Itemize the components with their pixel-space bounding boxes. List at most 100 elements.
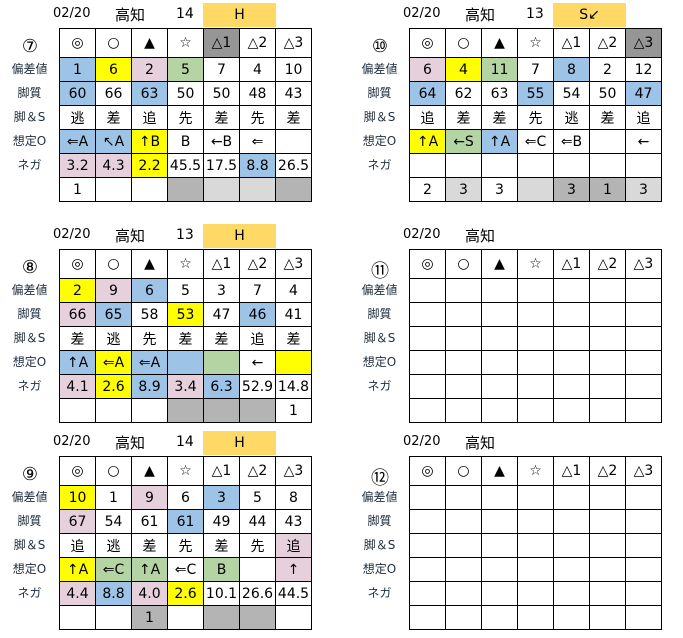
mark-cell: ☆ [167, 28, 204, 58]
expected-odds-cell [589, 581, 626, 606]
horse-number-cell: 2 [59, 278, 96, 303]
mark-cell: ◎ [409, 28, 446, 58]
deviation-cell: 67 [59, 509, 96, 534]
leg-speed-cell [409, 557, 446, 582]
race-header: 02/20 高知 14 H [0, 0, 320, 28]
leg-speed-cell [275, 350, 312, 375]
horse-number-cell: 10 [59, 485, 96, 510]
deviation-row [409, 509, 662, 534]
mark-cell: ○ [445, 456, 482, 486]
running-style-cell [553, 533, 590, 558]
race-venue: 高知 [115, 227, 146, 245]
leg-speed-cell [409, 350, 446, 375]
running-style-cell [445, 533, 482, 558]
marks-row: ◎ ○ ▲ ☆ △1 △2 △3 [59, 28, 312, 58]
mark-cell: ◎ [59, 249, 96, 279]
deviation-cell: 55 [517, 81, 554, 106]
runner-count: 13 [176, 227, 194, 243]
expected-odds-row [409, 153, 662, 178]
leg-speed-row: ↑A ⇐A ⇐A ← [59, 350, 312, 375]
running-style-cell [481, 533, 518, 558]
leg-speed-cell [517, 557, 554, 582]
leg-speed-cell: ↖A [95, 129, 132, 154]
running-style-cell: 差 [131, 533, 168, 558]
expected-odds-cell: 8.9 [131, 374, 168, 399]
deviation-cell: 63 [481, 81, 518, 106]
expected-odds-cell: 10.1 [203, 581, 240, 606]
running-style-cell [409, 533, 446, 558]
row-label: 脚＆S [13, 538, 46, 552]
running-style-cell: 追 [59, 533, 96, 558]
leg-speed-cell: ⇐A [59, 129, 96, 154]
leg-speed-cell [625, 557, 662, 582]
running-style-cell: 差 [275, 105, 312, 130]
running-style-cell: 逃 [95, 326, 132, 351]
deviation-cell: 53 [167, 302, 204, 327]
expected-odds-cell [553, 153, 590, 178]
race-block: 02/20 高知 14 H ⑨ 偏差値 脚質 脚＆S 想定O ネガ ◎ ○ ▲ ☆ △1 △2 △3 10 1… [0, 428, 320, 638]
mark-cell: △3 [625, 28, 662, 58]
race-grade: H [203, 224, 276, 248]
leg-speed-cell [553, 557, 590, 582]
expected-odds-row [409, 374, 662, 399]
deviation-cell: 46 [239, 302, 276, 327]
leg-speed-cell: ↑A [409, 129, 446, 154]
mark-cell: ○ [95, 249, 132, 279]
leg-speed-cell: ←B [203, 129, 240, 154]
horse-number-cell [481, 485, 518, 510]
horse-number-cell [409, 485, 446, 510]
deviation-cell: 43 [275, 81, 312, 106]
race-grade: H [203, 431, 276, 455]
expected-odds-cell: 17.5 [203, 153, 240, 178]
leg-speed-cell: ↑A [59, 557, 96, 582]
expected-odds-cell [625, 153, 662, 178]
race-number: ⑧ [21, 257, 39, 278]
mark-cell: ◎ [59, 456, 96, 486]
negative-row [409, 398, 662, 423]
running-style-cell: 追 [409, 105, 446, 130]
deviation-cell: 61 [167, 509, 204, 534]
race-grade: H [203, 3, 276, 27]
mark-cell: ▲ [131, 456, 168, 486]
negative-cell [95, 605, 132, 630]
horse-number-cell [553, 485, 590, 510]
mark-cell: △2 [239, 249, 276, 279]
row-label: 想定O [12, 355, 47, 369]
negative-cell: 3 [481, 177, 518, 202]
running-style-cell [589, 326, 626, 351]
row-label: 脚質 [17, 514, 42, 528]
deviation-cell: 60 [59, 81, 96, 106]
prediction-table: ◎ ○ ▲ ☆ △1 △2 △3 2 9 6 5 3 7 4 66 65 58 53 47 46 41 差逃先差差追差 ↑A… [59, 249, 312, 423]
deviation-cell [625, 509, 662, 534]
leg-speed-cell [239, 557, 276, 582]
negative-cell [131, 398, 168, 423]
leg-speed-cell [553, 350, 590, 375]
horse-number-cell: 4 [445, 57, 482, 82]
deviation-row: 60 66 63 50 50 48 43 [59, 81, 312, 106]
horse-number-cell: 5 [167, 278, 204, 303]
deviation-cell: 50 [589, 81, 626, 106]
expected-odds-cell: 4.1 [59, 374, 96, 399]
running-style-cell [517, 326, 554, 351]
leg-speed-cell: ⇐C [95, 557, 132, 582]
horse-number-cell: 9 [131, 485, 168, 510]
running-style-cell: 先 [517, 105, 554, 130]
negative-cell [239, 398, 276, 423]
expected-odds-cell: 8.8 [239, 153, 276, 178]
expected-odds-cell: 2.6 [167, 581, 204, 606]
expected-odds-cell [517, 581, 554, 606]
leg-speed-cell [589, 557, 626, 582]
negative-cell: 1 [131, 605, 168, 630]
mark-cell: △1 [553, 28, 590, 58]
row-label: 想定O [362, 562, 397, 576]
race-header: 02/20 高知 13 H [0, 221, 320, 249]
negative-cell [481, 605, 518, 630]
negative-cell [167, 605, 204, 630]
race-date: 02/20 [403, 6, 441, 21]
row-label: 脚＆S [363, 110, 396, 124]
mark-cell: △1 [553, 249, 590, 279]
running-style-row: 追差差先逃差追 [409, 105, 662, 130]
negative-cell [239, 177, 276, 202]
negative-cell [203, 605, 240, 630]
